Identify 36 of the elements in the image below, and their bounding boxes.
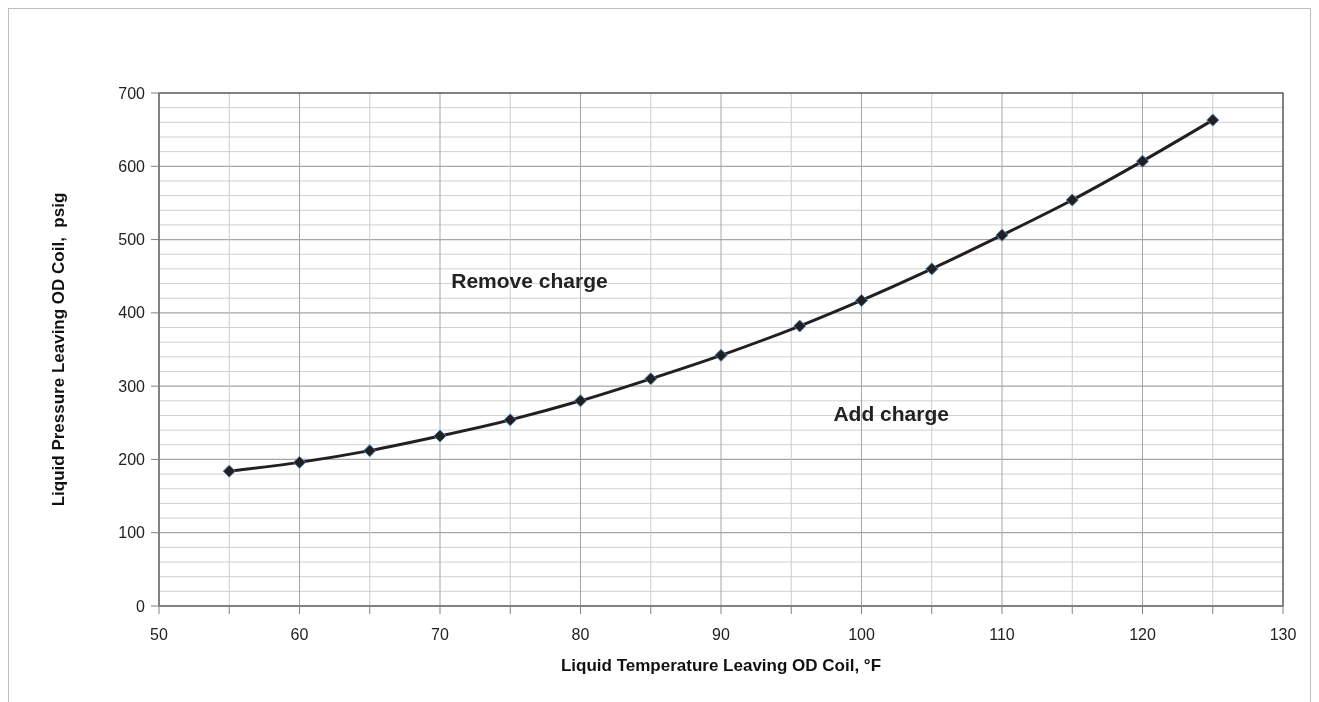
annotation: Add charge [833,402,949,426]
x-axis-title: Liquid Temperature Leaving OD Coil, °F [560,656,882,675]
x-tick-label: 50 [150,626,168,643]
y-tick-label: 100 [118,524,146,542]
y-tick-label: 500 [118,231,146,249]
y-tick-label: 400 [118,304,146,322]
point [293,455,306,469]
point [503,413,517,427]
x-tick-label: 70 [431,626,449,643]
point [433,429,447,443]
x-tick-label: 100 [848,626,875,643]
x-tick-label: 60 [290,626,309,643]
x-tick-label: 110 [989,626,1015,643]
point [1206,113,1220,127]
point [925,262,939,276]
y-tick-label: 700 [118,84,146,102]
point [644,372,658,386]
point [714,348,728,362]
point [363,444,377,458]
y-axis-title: Liquid Pressure Leaving OD Coil, psig [49,192,68,507]
point [793,319,807,333]
point [574,394,587,408]
y-tick-label: 300 [118,377,146,395]
x-tick-label: 90 [712,626,730,643]
x-tick-label: 130 [1269,626,1297,643]
y-tick-label: 0 [136,597,146,615]
point [855,293,868,307]
x-tick-label: 80 [571,626,590,643]
point [1136,154,1149,168]
y-tick-label: 600 [118,157,146,175]
point [995,228,1009,242]
y-tick-label: 200 [118,451,146,469]
x-tick-label: 120 [1129,626,1156,643]
point [222,464,236,478]
annotation: Remove charge [451,268,608,292]
point [1065,193,1079,207]
